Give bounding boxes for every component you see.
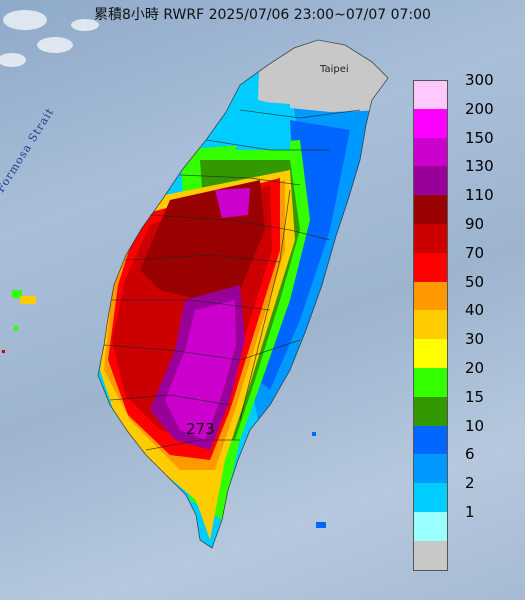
max-rainfall-label: 273 (186, 420, 215, 438)
legend-item: 110 (413, 186, 513, 224)
legend-item: 30 (413, 330, 513, 368)
legend-label: 90 (465, 215, 485, 233)
legend-item: 10 (413, 417, 513, 455)
legend-swatch (413, 425, 447, 455)
legend-label: 2 (465, 474, 475, 493)
legend-item: 130 (413, 157, 513, 196)
legend-label: 200 (465, 99, 494, 118)
legend-swatch (413, 108, 447, 138)
legend-item: 300 (413, 71, 513, 109)
legend-swatch (413, 166, 447, 196)
legend-label: 150 (465, 128, 494, 147)
legend-item: 20 (413, 359, 513, 397)
legend-label: 30 (465, 330, 485, 349)
map-title: 累積8小時 RWRF 2025/07/06 23:00~07/07 07:00 (94, 7, 431, 23)
legend-swatch (413, 512, 447, 541)
county-boundaries (97, 39, 389, 549)
legend-item: 2 (413, 474, 513, 512)
legend-swatch (413, 396, 447, 426)
legend-label: 40 (465, 301, 485, 320)
legend-swatch (413, 80, 447, 109)
legend-swatch (413, 252, 447, 282)
legend-swatch (413, 195, 447, 224)
legend-swatch (413, 540, 447, 570)
legend-swatch (413, 339, 447, 368)
legend-label: 15 (465, 387, 485, 406)
city-label: Taipei (320, 64, 349, 75)
offshore-islands (2, 290, 326, 528)
legend-label: 6 (465, 445, 475, 464)
legend-label: 10 (465, 416, 485, 435)
legend-label: 70 (465, 243, 485, 262)
legend-item: 1 (413, 503, 513, 541)
legend-swatch (413, 281, 447, 311)
legend-swatch (413, 483, 447, 512)
legend-item: 200 (413, 100, 513, 138)
legend-item: 90 (413, 215, 513, 253)
legend-item (413, 540, 513, 570)
legend-item: 50 (413, 273, 513, 311)
legend-item: 6 (413, 445, 513, 484)
legend-swatch (413, 368, 447, 397)
legend-item: 150 (413, 129, 513, 167)
legend-swatch (413, 224, 447, 253)
legend-label: 1 (465, 503, 475, 521)
legend-item: 70 (413, 244, 513, 282)
legend-label: 50 (465, 272, 485, 291)
legend-label: 20 (465, 359, 485, 377)
legend-item: 15 (413, 388, 513, 426)
legend-swatch (413, 310, 447, 340)
cloud-patches (0, 10, 99, 67)
legend-swatch (413, 137, 447, 167)
legend-label: 130 (465, 157, 494, 176)
legend-label: 300 (465, 71, 494, 89)
legend-label: 110 (465, 186, 494, 205)
legend-swatch (413, 454, 447, 484)
legend-item: 40 (413, 301, 513, 340)
